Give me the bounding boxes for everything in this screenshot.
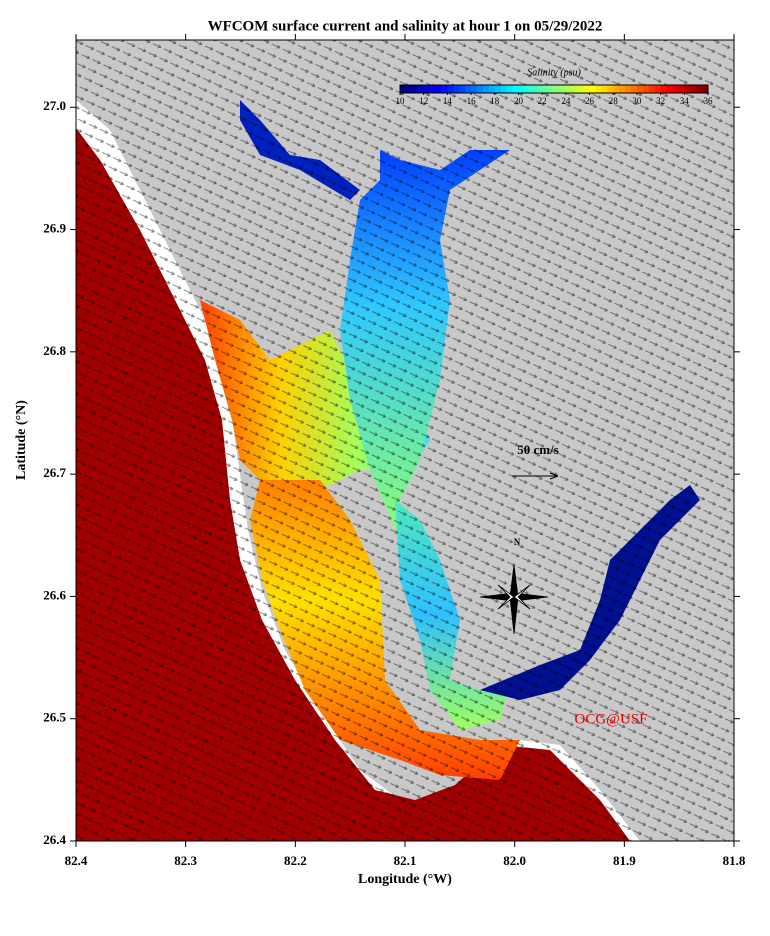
x-tick-label: 81.8: [723, 853, 746, 868]
y-tick-label: 26.6: [43, 587, 66, 602]
colorbar-swatch: [411, 85, 419, 93]
colorbar-tick-label: 12: [419, 96, 428, 106]
colorbar-swatch: [482, 85, 490, 93]
y-tick-label: 26.8: [43, 343, 66, 358]
colorbar-swatch: [625, 85, 632, 93]
colorbar-swatch: [554, 85, 561, 93]
colorbar-tick-label: 32: [656, 96, 665, 106]
y-tick-label: 26.9: [43, 221, 66, 236]
scale-arrow: [512, 472, 559, 480]
colorbar-swatch: [696, 85, 703, 93]
colorbar-swatch: [702, 85, 709, 93]
colorbar-swatch: [453, 85, 460, 93]
colorbar-swatch: [589, 85, 596, 93]
colorbar-swatch: [506, 85, 514, 93]
colorbar-swatch: [530, 85, 537, 93]
colorbar-swatch: [642, 85, 650, 93]
colorbar-swatch: [654, 85, 662, 93]
colorbar-swatch: [500, 85, 508, 93]
colorbar-swatch: [559, 85, 567, 93]
colorbar-swatch: [595, 85, 602, 93]
colorbar-swatch: [459, 85, 466, 93]
y-axis-label: Latitude (°N): [14, 400, 29, 480]
colorbar-swatch: [666, 85, 673, 93]
colorbar-swatch: [441, 85, 448, 93]
colorbar-swatch: [536, 85, 543, 93]
x-axis-label: Longitude (°W): [358, 872, 452, 887]
colorbar-swatch: [577, 85, 585, 93]
colorbar-swatch: [471, 85, 478, 93]
map-area: [76, 40, 734, 841]
colorbar-tick-label: 34: [680, 96, 690, 106]
colorbar-tick-label: 24: [561, 96, 571, 106]
x-tick-label: 82.4: [65, 853, 88, 868]
colorbar-swatch: [648, 85, 656, 93]
y-tick-label: 26.7: [43, 465, 66, 480]
y-tick-label: 27.0: [43, 98, 66, 113]
colorbar-swatch: [417, 85, 425, 93]
colorbar-swatch: [690, 85, 697, 93]
colorbar-swatch: [518, 85, 525, 93]
colorbar-tick-label: 20: [514, 96, 524, 106]
x-tick-label: 82.1: [394, 853, 417, 868]
colorbar-swatch: [684, 85, 691, 93]
colorbar-tick-label: 36: [704, 96, 714, 106]
x-tick-label: 81.9: [613, 853, 636, 868]
colorbar-swatch: [565, 85, 573, 93]
colorbar-swatch: [429, 85, 437, 93]
colorbar-tick-label: 30: [632, 96, 642, 106]
colorbar-tick-label: 28: [609, 96, 619, 106]
map-title: WFCOM surface current and salinity at ho…: [208, 18, 603, 34]
colorbar-swatch: [583, 85, 591, 93]
x-tick-label: 82.0: [503, 853, 526, 868]
colorbar-swatch: [542, 85, 549, 93]
colorbar-swatch: [631, 85, 638, 93]
colorbar-tick-label: 22: [538, 96, 547, 106]
colorbar-tick-label: 10: [396, 96, 406, 106]
colorbar-label: Salinity (psu): [527, 67, 581, 78]
colorbar: 10 12 14 16 18 20 22 24 26 28 30 32 34 36: [396, 84, 714, 106]
colorbar-swatch: [447, 85, 454, 93]
colorbar-swatch: [678, 85, 685, 93]
colorbar-tick-label: 18: [490, 96, 500, 106]
colorbar-swatch: [660, 85, 668, 93]
colorbar-swatch: [524, 85, 531, 93]
colorbar-frame: [399, 84, 709, 94]
colorbar-tick-label: 16: [467, 96, 477, 106]
colorbar-swatch: [512, 85, 519, 93]
colorbar-swatch: [619, 85, 626, 93]
colorbar-swatch: [672, 85, 679, 93]
colorbar-swatch: [488, 85, 496, 93]
colorbar-swatch: [607, 85, 614, 93]
colorbar-tick-label: 14: [443, 96, 453, 106]
colorbar-swatch: [477, 85, 484, 93]
y-tick-label: 26.5: [43, 710, 66, 725]
colorbar-swatch: [400, 85, 407, 93]
compass-label: N: [514, 537, 521, 547]
colorbar-swatch: [423, 85, 431, 93]
current-vectors: [76, 40, 734, 841]
colorbar-swatch: [636, 85, 644, 93]
colorbar-swatch: [405, 85, 413, 93]
x-tick-label: 82.2: [284, 853, 307, 868]
x-tick-label: 82.3: [174, 853, 197, 868]
colorbar-swatch: [548, 85, 555, 93]
colorbar-swatch: [435, 85, 442, 93]
y-tick-label: 26.4: [43, 832, 66, 847]
colorbar-swatch: [494, 85, 502, 93]
colorbar-swatch: [601, 85, 608, 93]
colorbar-swatch: [465, 85, 472, 93]
scale-label: 50 cm/s: [517, 442, 559, 457]
colorbar-swatch: [613, 85, 620, 93]
colorbar-swatch: [571, 85, 579, 93]
compass-rose: [479, 564, 549, 635]
credit: OCG@USF: [574, 711, 647, 727]
colorbar-tick-label: 26: [585, 96, 595, 106]
